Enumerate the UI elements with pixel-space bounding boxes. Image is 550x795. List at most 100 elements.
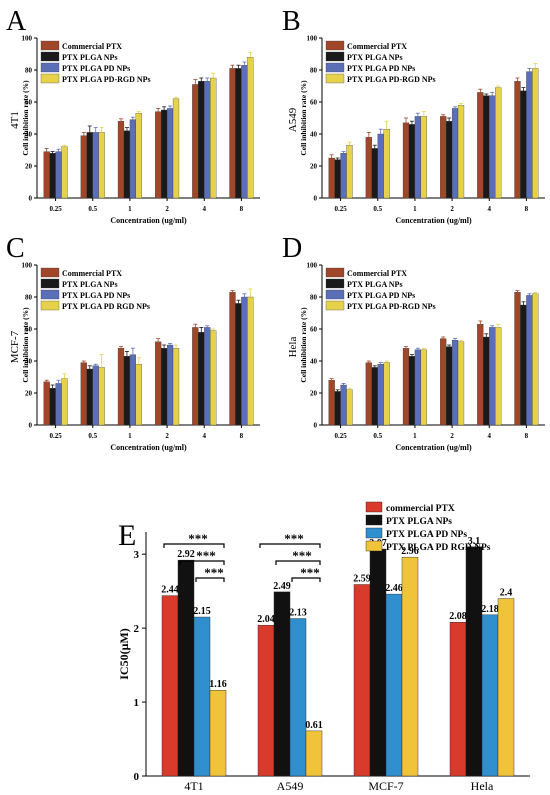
bar [445,121,453,199]
bar [532,68,539,199]
bar [377,364,384,426]
bar [532,293,539,426]
bar [353,584,371,777]
bar [365,137,372,199]
panel-letter: B [282,6,301,37]
x-tick-label: 4T1 [184,779,203,793]
bar [445,346,453,426]
panel-letter: E [118,519,136,552]
x-tick-label: 1 [128,205,132,213]
bar [117,348,125,426]
bar [80,135,87,199]
bar [328,380,335,426]
bar [420,349,427,426]
x-tick-label: 8 [525,205,529,213]
x-tick-label: 8 [525,432,529,440]
bar [514,292,521,426]
legend-entry: PTX PLGA PD NPs [347,291,415,300]
legend-entry: PTX PLGA NPs [347,53,403,62]
x-tick-label: 0.25 [334,205,347,213]
x-tick-label: 8 [240,205,244,213]
y-axis-title: Cell inhibition rate (%) [299,80,308,156]
bar [408,124,416,199]
bar [172,348,180,426]
bar [229,68,236,199]
bar [457,341,465,426]
x-tick-label: 1 [413,205,417,213]
bar [204,327,211,426]
bar [483,95,490,199]
bar [92,132,99,199]
y-tick-label: 80 [25,294,33,302]
bar [514,81,521,199]
bar [210,77,217,199]
x-tick-label: 1 [128,432,132,440]
legend-swatch [325,267,345,278]
significance-bracket: *** [163,531,225,548]
data-label: 2.59 [353,573,371,584]
bar [229,292,236,426]
legend-entry: PTX PLGA PD NPs [62,291,130,300]
legend-swatch [40,40,60,51]
legend-swatch [40,267,60,278]
y-axis-title: IC50(μM) [117,628,131,679]
bar [340,384,347,426]
y-tick-label: 20 [25,390,33,398]
bar [49,153,56,199]
bar [402,348,410,426]
bar [414,349,422,426]
bar [440,338,447,426]
bar [98,132,105,199]
significance-label: *** [196,548,216,563]
legend-entry: PTX PLGA PD-RGD NPs [347,302,436,311]
x-tick-label: 0.25 [49,432,62,440]
bar [305,730,323,777]
bar [414,116,422,199]
y-tick-label: 0 [314,422,318,430]
y-tick-label: 2 [134,623,140,635]
x-axis-title: Concentration (ug/ml) [110,216,187,225]
y-tick-label: 0 [29,195,33,203]
bar [371,367,378,426]
x-tick-label: 4 [203,432,207,440]
bar [55,151,62,199]
bar [383,129,390,199]
legend-swatch [365,501,383,513]
data-label: 2.92 [177,549,195,560]
x-tick-label: 4 [488,205,492,213]
bar [192,84,199,199]
x-tick-label: 4 [203,205,207,213]
cell-line-label: A549 [287,107,299,132]
legend-entry: commercial PTX [386,504,455,514]
legend-entry: PTX PLGA NPs [62,53,118,62]
data-label: 2.49 [273,581,291,592]
legend-swatch [40,289,60,300]
y-tick-label: 0 [29,422,33,430]
bar [346,389,353,426]
bar [61,146,68,199]
legend-entry: PTX PLGA PD NPs [347,64,415,73]
bar [155,111,162,199]
y-tick-label: 20 [25,163,33,171]
bar [346,145,353,199]
legend: Commercial PTX PTX PLGA NPs PTX PLGA PD NP… [40,40,151,84]
x-tick-label: 0.25 [334,432,347,440]
y-tick-label: 100 [22,35,33,43]
y-tick-label: 40 [310,131,318,139]
legend-swatch [325,289,345,300]
bar [477,324,484,426]
legend-entry: PTX PLGA PD-RGD NPs [62,75,151,84]
x-axis-title: Concentration (ug/ml) [395,443,472,452]
y-tick-label: 60 [25,326,33,334]
bar [92,365,99,426]
y-tick-label: 100 [307,262,318,270]
y-tick-label: 80 [310,294,318,302]
y-tick-label: 3 [134,549,140,561]
legend-swatch [40,278,60,289]
chart-panel-e: E IC50(μM) 0 1 2 3 4T1 2.44 2.92 2.15 1.16 A549 2.04… [117,501,530,793]
data-label: 2.04 [257,614,275,625]
bar [377,133,384,199]
data-label: 2.46 [385,583,403,594]
bar [402,122,410,199]
